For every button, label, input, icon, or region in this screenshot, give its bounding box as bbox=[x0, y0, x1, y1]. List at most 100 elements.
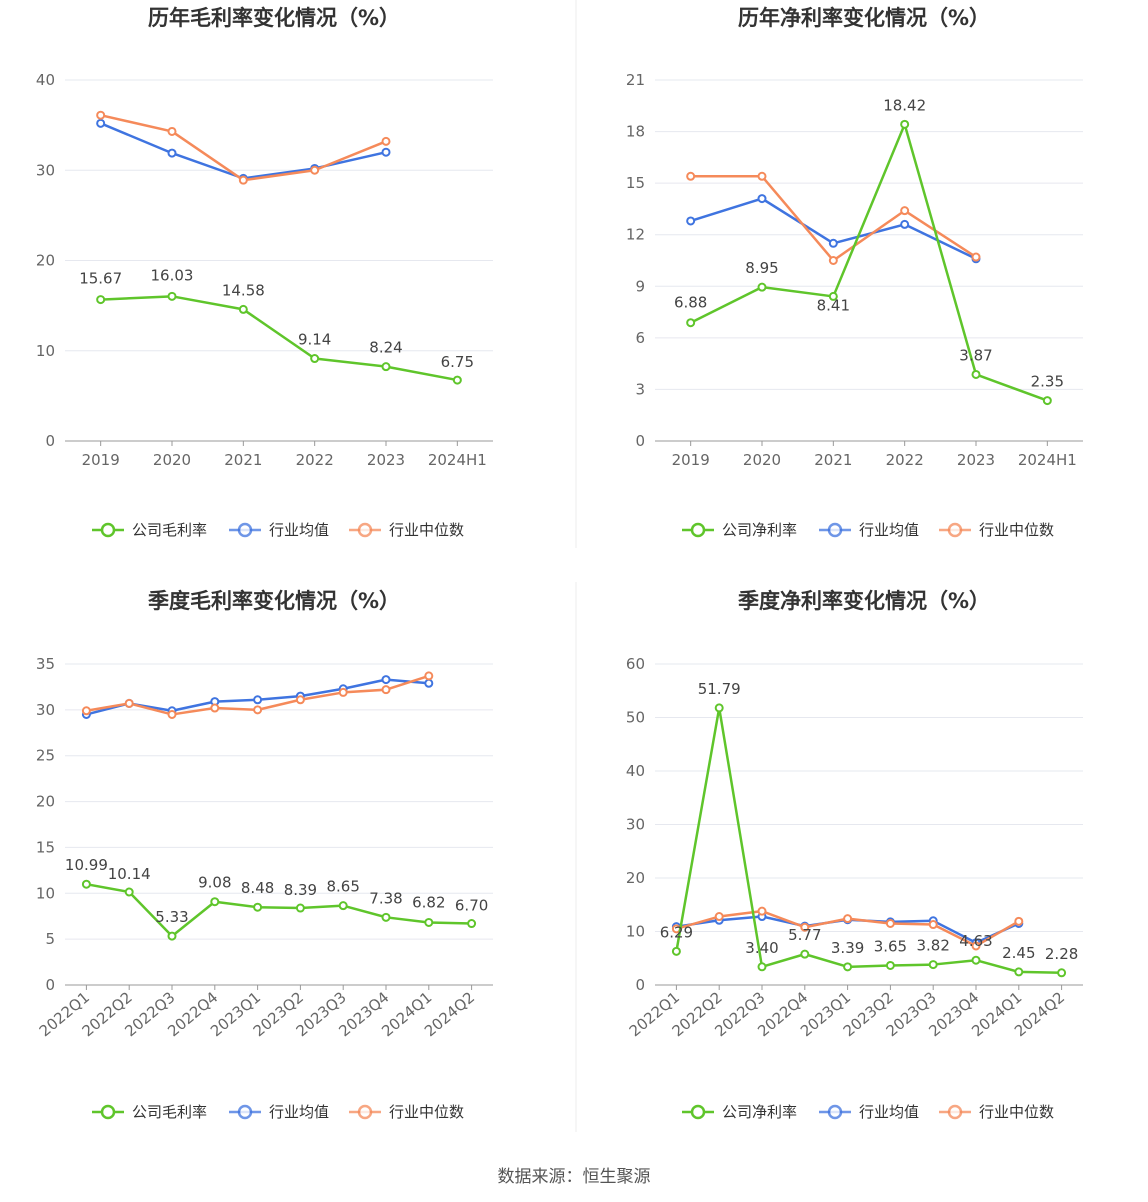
data-point-company bbox=[167, 931, 177, 941]
legend-item-avg[interactable]: 行业均值 bbox=[229, 521, 329, 539]
chart-panel: 季度毛利率变化情况（%）051015202530352022Q12022Q220… bbox=[36, 589, 493, 1121]
legend-label: 行业均值 bbox=[859, 521, 919, 539]
data-label: 10.14 bbox=[108, 865, 151, 883]
x-tick-label: 2022 bbox=[886, 451, 924, 469]
legend-marker bbox=[947, 522, 963, 538]
data-label: 16.03 bbox=[151, 266, 194, 284]
data-point-company bbox=[1042, 396, 1052, 406]
legend-item-median[interactable]: 行业中位数 bbox=[939, 521, 1054, 539]
y-tick-label: 18 bbox=[626, 123, 645, 141]
y-tick-label: 20 bbox=[36, 793, 55, 811]
data-label: 5.33 bbox=[155, 908, 188, 926]
legend-item-avg[interactable]: 行业均值 bbox=[229, 1103, 329, 1121]
data-point-median bbox=[424, 671, 434, 681]
legend-item-company[interactable]: 公司净利率 bbox=[682, 1103, 797, 1121]
legend-item-median[interactable]: 行业中位数 bbox=[349, 521, 464, 539]
data-point-company bbox=[381, 912, 391, 922]
data-point-avg bbox=[424, 678, 434, 688]
y-tick-label: 40 bbox=[626, 762, 645, 780]
chart-title: 历年毛利率变化情况（%） bbox=[148, 6, 400, 30]
data-label: 5.77 bbox=[788, 926, 821, 944]
data-point-median bbox=[1014, 916, 1024, 926]
data-point-company bbox=[843, 962, 853, 972]
y-tick-label: 6 bbox=[635, 329, 645, 347]
legend-label: 行业均值 bbox=[269, 1103, 329, 1121]
data-point-median bbox=[381, 136, 391, 146]
data-point-company bbox=[124, 887, 134, 897]
series-line-company bbox=[690, 123, 1048, 402]
legend-label: 行业中位数 bbox=[979, 521, 1054, 539]
chart-panel: 历年净利率变化情况（%） 0 3 6 9 12 15 18 21 2019 2020 2021 2022… bbox=[626, 6, 1083, 539]
data-label: 8.95 bbox=[745, 259, 778, 277]
data-point-median bbox=[971, 252, 981, 262]
y-tick-label: 20 bbox=[36, 252, 55, 270]
data-point-avg bbox=[381, 675, 391, 685]
y-tick-label: 35 bbox=[36, 655, 55, 673]
data-point-median bbox=[800, 922, 810, 932]
series-line-company bbox=[86, 882, 472, 938]
legend-item-company[interactable]: 公司毛利率 bbox=[92, 1103, 207, 1121]
data-point-company bbox=[210, 897, 220, 907]
x-tick-label: 2022 bbox=[296, 451, 334, 469]
data-label: 6.82 bbox=[412, 893, 445, 911]
data-source: 数据来源：恒生聚源 bbox=[498, 1167, 651, 1187]
legend-marker bbox=[237, 522, 253, 538]
data-point-company bbox=[253, 902, 263, 912]
data-point-company bbox=[238, 304, 248, 314]
y-tick-label: 50 bbox=[626, 709, 645, 727]
data-point-median bbox=[124, 698, 134, 708]
legend-label: 行业均值 bbox=[859, 1103, 919, 1121]
legend-marker bbox=[237, 1104, 253, 1120]
data-point-median bbox=[971, 941, 981, 951]
chart-panel: 季度净利率变化情况（%）01020304050602022Q12022Q2202… bbox=[626, 589, 1083, 1121]
data-label: 6.70 bbox=[455, 897, 488, 915]
data-point-median bbox=[253, 705, 263, 715]
data-point-avg bbox=[96, 118, 106, 128]
y-tick-label: 25 bbox=[36, 747, 55, 765]
x-tick-label: 2023 bbox=[367, 451, 405, 469]
legend-item-median[interactable]: 行业中位数 bbox=[939, 1103, 1054, 1121]
legend-item-avg[interactable]: 行业均值 bbox=[819, 1103, 919, 1121]
legend-item-median[interactable]: 行业中位数 bbox=[349, 1103, 464, 1121]
data-label: 4.63 bbox=[959, 932, 992, 950]
y-tick-label: 0 bbox=[635, 432, 645, 450]
y-tick-label: 30 bbox=[36, 161, 55, 179]
data-point-median bbox=[96, 110, 106, 120]
y-tick-label: 20 bbox=[626, 869, 645, 887]
data-point-company bbox=[452, 375, 462, 385]
data-label: 14.58 bbox=[222, 281, 265, 299]
data-point-company bbox=[686, 318, 696, 328]
legend-item-company[interactable]: 公司毛利率 bbox=[92, 521, 207, 539]
y-tick-label: 0 bbox=[45, 432, 55, 450]
data-label: 3.40 bbox=[745, 939, 778, 957]
x-tick-label: 2019 bbox=[82, 451, 120, 469]
data-label: 6.75 bbox=[441, 353, 474, 371]
data-point-company bbox=[1057, 968, 1067, 978]
y-tick-label: 10 bbox=[626, 923, 645, 941]
series-line-company bbox=[100, 295, 458, 382]
data-label: 15.67 bbox=[79, 270, 122, 288]
data-label: 6.88 bbox=[674, 294, 707, 312]
x-tick-label: 2020 bbox=[743, 451, 781, 469]
data-point-company bbox=[885, 960, 895, 970]
data-point-company bbox=[310, 354, 320, 364]
data-point-avg bbox=[167, 148, 177, 158]
data-point-median bbox=[757, 171, 767, 181]
legend-item-company[interactable]: 公司净利率 bbox=[682, 521, 797, 539]
data-point-company bbox=[1014, 967, 1024, 977]
data-point-company bbox=[900, 119, 910, 129]
x-tick-label: 2023 bbox=[957, 451, 995, 469]
data-point-avg bbox=[828, 238, 838, 248]
x-tick-label: 2020 bbox=[153, 451, 191, 469]
y-tick-label: 12 bbox=[626, 226, 645, 244]
data-label: 3.82 bbox=[916, 937, 949, 955]
y-tick-label: 3 bbox=[635, 380, 645, 398]
data-point-median bbox=[295, 695, 305, 705]
x-tick-label: 2024H1 bbox=[428, 451, 487, 469]
legend-item-avg[interactable]: 行业均值 bbox=[819, 521, 919, 539]
data-label: 2.28 bbox=[1045, 945, 1078, 963]
x-tick-label: 2024H1 bbox=[1018, 451, 1077, 469]
legend-marker bbox=[357, 1104, 373, 1120]
y-tick-label: 15 bbox=[36, 838, 55, 856]
y-tick-label: 30 bbox=[36, 701, 55, 719]
